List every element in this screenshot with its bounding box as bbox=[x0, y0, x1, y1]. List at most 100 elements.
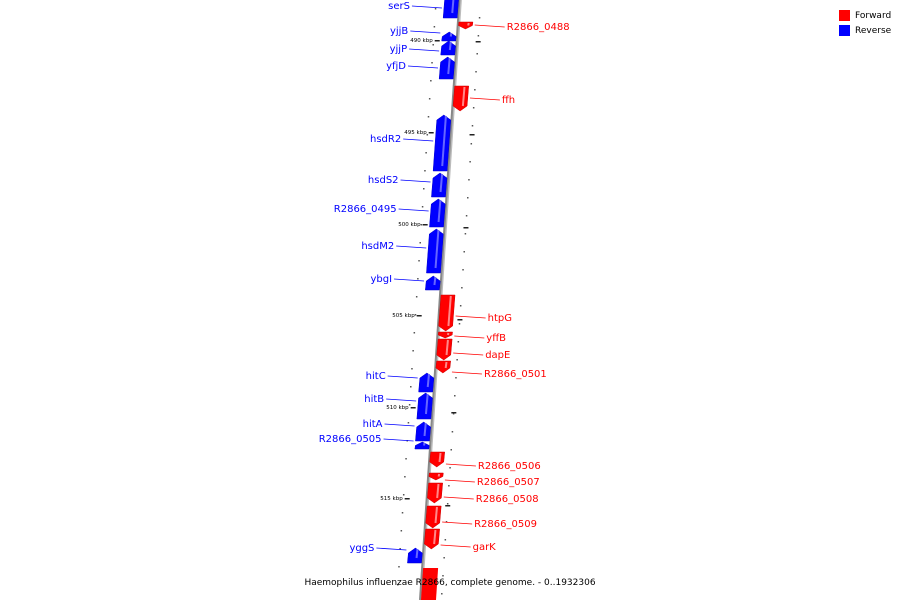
gene-block-R2866_0505[interactable] bbox=[414, 441, 430, 450]
gene-block-yggS[interactable] bbox=[407, 547, 423, 564]
tick-dot bbox=[469, 161, 471, 163]
gene-block-R2866_0508[interactable] bbox=[427, 482, 443, 504]
kbp-label: 515 kbp bbox=[380, 496, 403, 502]
gene-label-R2866_0509[interactable]: R2866_0509 bbox=[474, 519, 537, 530]
gene-label-hsdM2[interactable]: hsdM2 bbox=[361, 241, 394, 252]
gene-shade bbox=[439, 173, 444, 193]
label-connector bbox=[440, 544, 471, 548]
gene-label-yfjD[interactable]: yfjD bbox=[386, 61, 406, 72]
gene-label-yjjP[interactable]: yjjP bbox=[390, 44, 408, 55]
gene-label-yggS[interactable]: yggS bbox=[349, 543, 374, 554]
gene-label-R2866_0507[interactable]: R2866_0507 bbox=[477, 477, 540, 488]
gene-label-ffh[interactable]: ffh bbox=[502, 95, 515, 106]
gene-labels: serS R2866_0488 yjjB yjjP yfjD ffh hsdR2 hsdS2 R… bbox=[319, 1, 570, 554]
tick-dot bbox=[467, 197, 469, 199]
label-connector bbox=[454, 335, 485, 339]
gene-block-R2866_0509[interactable] bbox=[425, 505, 442, 529]
gene-shade bbox=[447, 57, 451, 75]
gene-block-hitB[interactable] bbox=[416, 392, 433, 420]
label-connector bbox=[455, 315, 486, 319]
gene-block-ybgI[interactable] bbox=[425, 275, 441, 291]
gene-label-R2866_0495[interactable]: R2866_0495 bbox=[334, 204, 397, 215]
tick-dot bbox=[402, 494, 405, 496]
kbp-tick-right bbox=[475, 41, 481, 43]
kbp-label: 505 kbp bbox=[392, 313, 415, 319]
kbp-label: 500 kbp bbox=[398, 222, 421, 228]
gene-label-yjjB[interactable]: yjjB bbox=[390, 26, 408, 37]
gene-block-R2866_0506[interactable] bbox=[429, 451, 445, 468]
gene-block-hitA[interactable] bbox=[415, 421, 431, 442]
gene-block-hsdS2[interactable] bbox=[431, 172, 448, 198]
legend-item-forward: Forward bbox=[839, 8, 899, 23]
label-connector bbox=[394, 278, 425, 282]
gene-label-R2866_0506[interactable]: R2866_0506 bbox=[478, 461, 541, 472]
gene-label-hsdR2[interactable]: hsdR2 bbox=[370, 134, 401, 145]
gene-block-yfjD[interactable] bbox=[438, 56, 455, 80]
forward-swatch bbox=[839, 10, 850, 21]
label-connector bbox=[386, 398, 417, 402]
tick-dot bbox=[445, 521, 448, 523]
gene-label-R2866_0501[interactable]: R2866_0501 bbox=[484, 369, 547, 380]
gene-block-hitC[interactable] bbox=[418, 372, 435, 393]
tick-dot bbox=[441, 593, 443, 595]
tick-dot bbox=[414, 314, 417, 316]
gene-label-hitC[interactable]: hitC bbox=[366, 371, 386, 382]
label-connector bbox=[376, 547, 407, 551]
reverse-swatch bbox=[839, 25, 850, 36]
gene-label-hitB[interactable]: hitB bbox=[364, 394, 384, 405]
tick-dot bbox=[413, 332, 416, 334]
tick-dot bbox=[405, 458, 407, 460]
gene-block-hsdR2[interactable] bbox=[432, 114, 452, 172]
gene-label-htpG[interactable]: htpG bbox=[488, 313, 512, 324]
label-connector bbox=[383, 438, 414, 442]
tick-dot bbox=[450, 449, 452, 451]
gene-shade bbox=[436, 483, 440, 499]
gene-block-yffB[interactable] bbox=[437, 331, 453, 339]
gene-label-garK[interactable]: garK bbox=[473, 542, 497, 553]
gene-block-yjjB[interactable] bbox=[441, 31, 457, 42]
gene-label-serS[interactable]: serS bbox=[388, 1, 410, 12]
tick-dot bbox=[449, 467, 451, 469]
gene-block-yjjP[interactable] bbox=[440, 40, 456, 56]
gene-block-R2866_0488[interactable] bbox=[458, 21, 474, 30]
gene-block-ffh[interactable] bbox=[452, 85, 469, 112]
tick-dot bbox=[477, 35, 480, 37]
label-connector bbox=[403, 138, 434, 142]
kbp-tick-left bbox=[410, 407, 416, 409]
kbp-label: 490 kbp bbox=[410, 38, 433, 44]
gene-label-yffB[interactable]: yffB bbox=[486, 333, 506, 344]
label-connector bbox=[444, 479, 475, 483]
tick-dot bbox=[433, 26, 436, 28]
label-connector bbox=[409, 48, 440, 52]
tick-dot bbox=[468, 179, 470, 181]
tick-dot bbox=[401, 512, 404, 514]
gene-block-R2866_0495[interactable] bbox=[429, 198, 446, 228]
gene-block-garK[interactable] bbox=[424, 528, 440, 550]
gene-block-htpG[interactable] bbox=[438, 294, 456, 332]
gene-shade bbox=[444, 361, 448, 369]
gene-label-R2866_0488[interactable]: R2866_0488 bbox=[507, 22, 570, 33]
gene-label-R2866_0508[interactable]: R2866_0508 bbox=[476, 494, 539, 505]
tick-dot bbox=[427, 116, 430, 118]
gene-block-R2866_0501[interactable] bbox=[435, 360, 451, 374]
label-connector bbox=[387, 375, 418, 379]
kbp-tick-right bbox=[469, 134, 475, 136]
tick-dot bbox=[458, 323, 461, 325]
gene-label-dapE[interactable]: dapE bbox=[485, 350, 510, 361]
gene-block-hsdM2[interactable] bbox=[426, 228, 444, 274]
kbp-tick-right bbox=[445, 505, 451, 507]
kbp-tick-left bbox=[404, 498, 410, 500]
gene-label-hsdS2[interactable]: hsdS2 bbox=[368, 175, 399, 186]
gene-label-ybgI[interactable]: ybgI bbox=[370, 274, 392, 285]
tick-dot bbox=[415, 296, 418, 298]
gene-label-R2866_0505[interactable]: R2866_0505 bbox=[319, 434, 382, 445]
gene-block-R2866_0507[interactable] bbox=[428, 472, 444, 481]
tick-dot bbox=[408, 404, 411, 406]
tick-dot bbox=[470, 143, 473, 145]
tick-dot bbox=[456, 359, 458, 361]
gene-label-hitA[interactable]: hitA bbox=[363, 419, 383, 430]
tick-dot bbox=[412, 350, 414, 352]
tick-dot bbox=[434, 8, 437, 10]
gene-block-dapE[interactable] bbox=[436, 338, 453, 361]
gene-block-serS[interactable] bbox=[442, 0, 459, 19]
